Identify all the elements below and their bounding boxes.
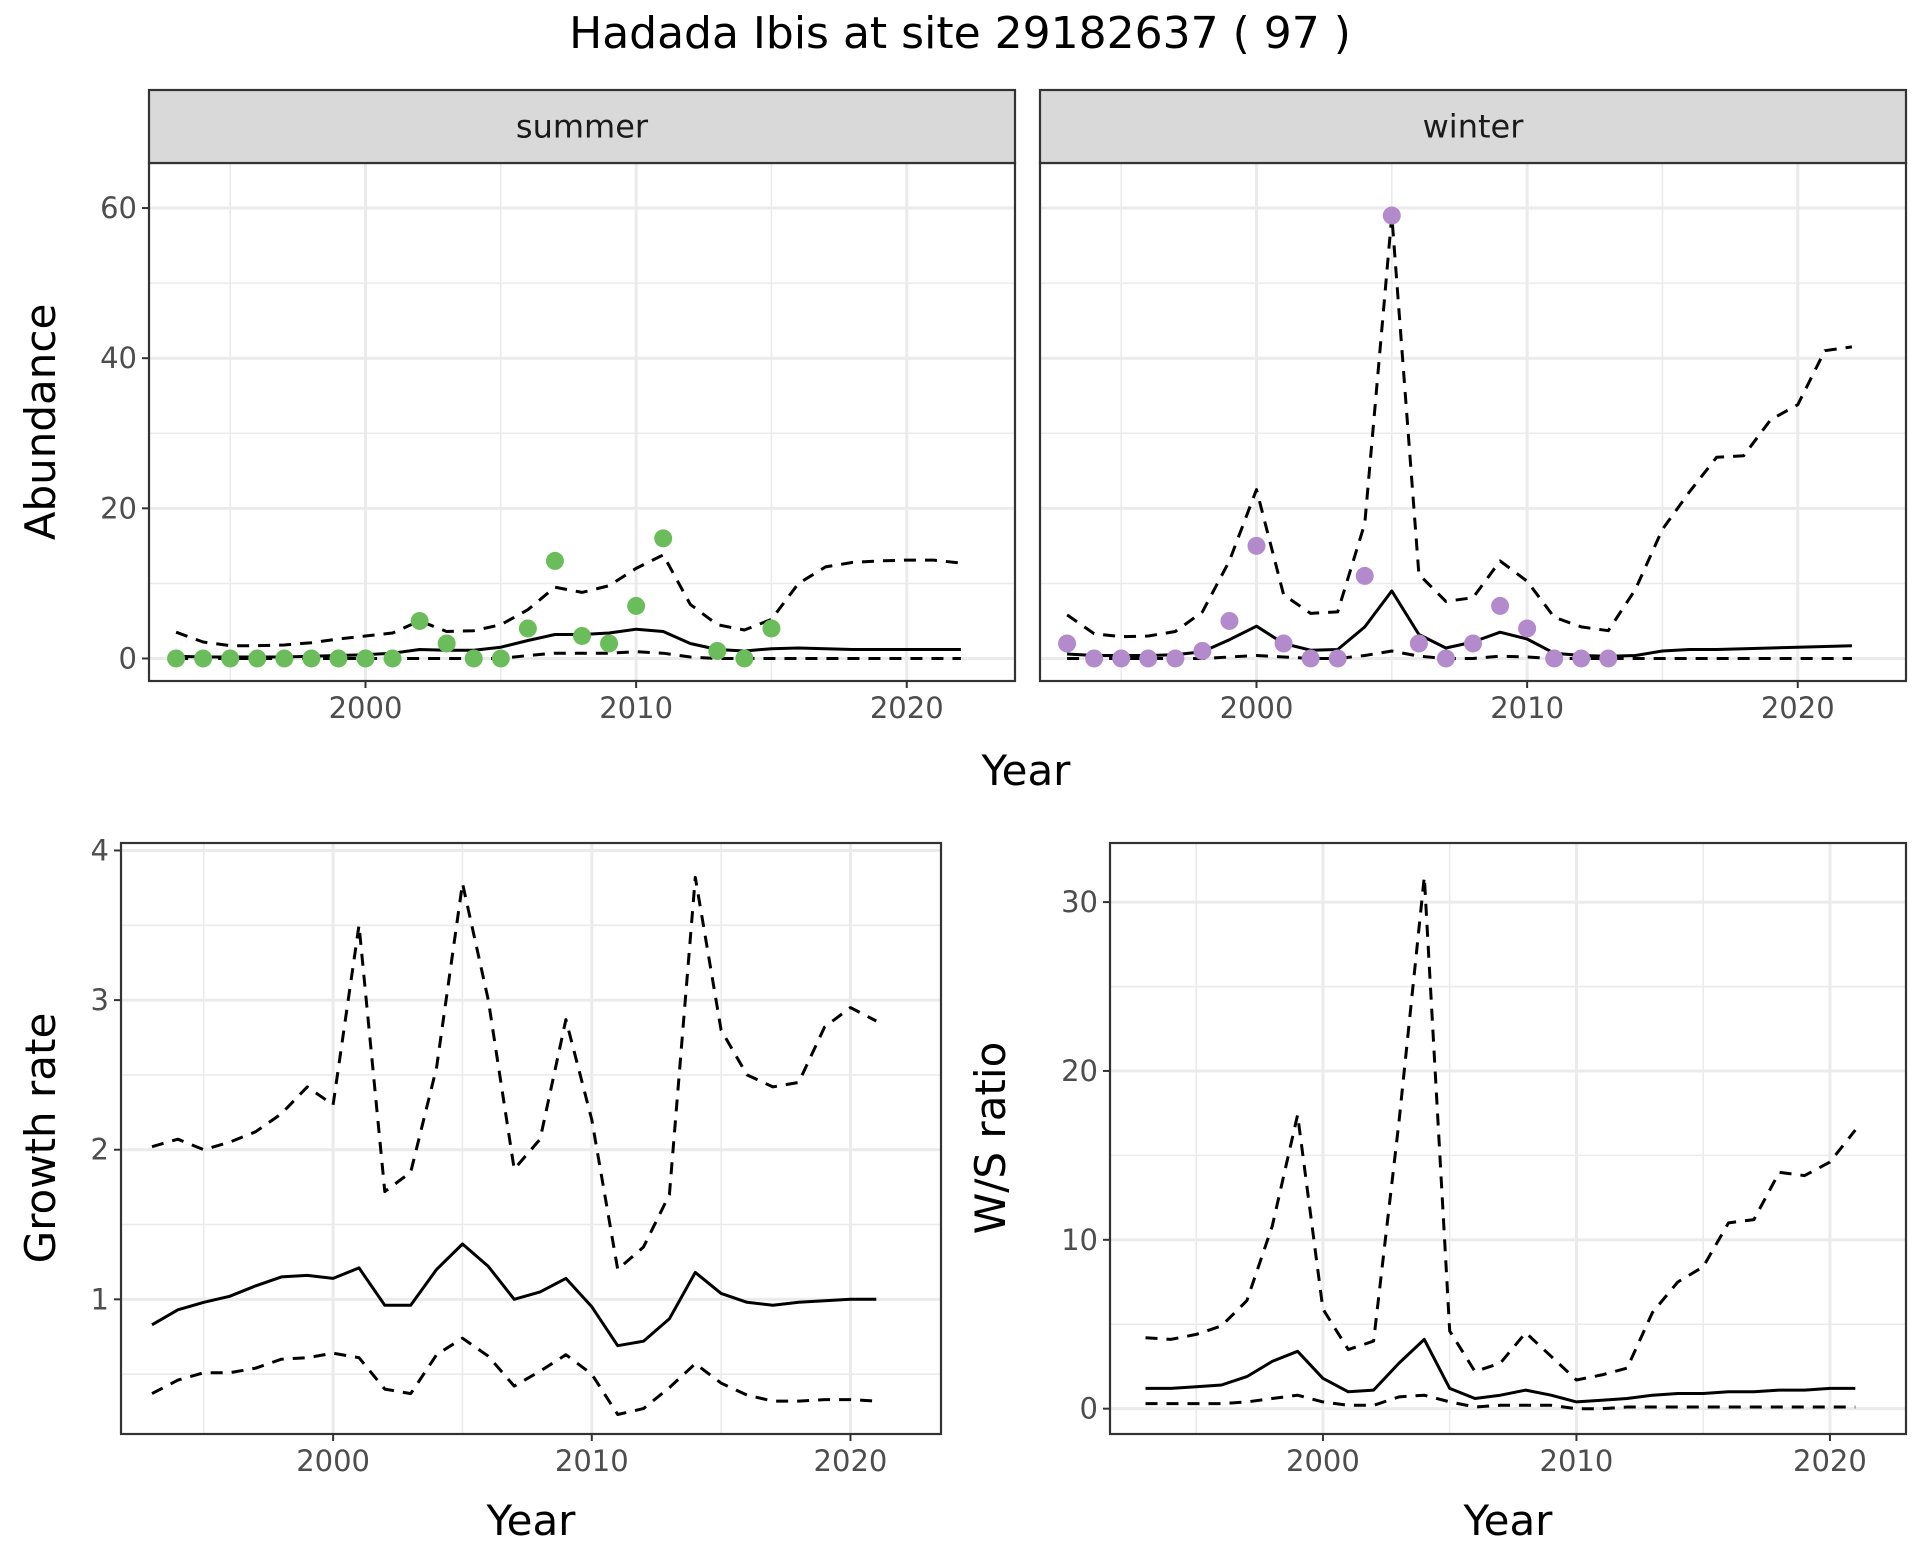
facet-strip — [147, 88, 1017, 165]
facet-winter-data-point — [1247, 536, 1266, 555]
abundance-x-axis-title: Year — [981, 746, 1072, 795]
growth-y-axis-title: Growth rate — [16, 1013, 65, 1264]
ratio-panel: 2000 2010 2020 0 10 20 30 Year W/S ratio — [966, 841, 1908, 1545]
ratio-lower-line — [1145, 1393, 1856, 1411]
facet-winter-data-point — [1382, 206, 1401, 225]
facet-winter-data-point — [1193, 641, 1212, 660]
ratio-x-tick-label: 2010 — [1540, 1444, 1614, 1478]
facet-summer-data-point — [600, 634, 619, 653]
growth-x-tick-label: 2010 — [555, 1444, 629, 1478]
ratio-y-tick-label: 10 — [1061, 1223, 1098, 1257]
facet-winter-data-point — [1599, 649, 1618, 668]
growth-y-tick-label: 3 — [91, 983, 109, 1017]
growth-x-axis-title: Year — [486, 1496, 577, 1545]
facet-winter-x-tick-label: 2020 — [1761, 691, 1835, 725]
facet-summer-data-point — [708, 641, 727, 660]
abundance-y-axis-title: Abundance — [16, 304, 65, 541]
ratio-mean-line — [1145, 1337, 1856, 1404]
growth-panel-border — [119, 841, 943, 1436]
facet-winter-data-point — [1464, 634, 1482, 653]
facet-summer-data-point — [518, 619, 537, 638]
ratio-x-tick-label: 2000 — [1286, 1444, 1360, 1478]
facet-winter-upper-line — [1066, 214, 1853, 639]
facet-winter-data-point — [1572, 649, 1591, 668]
growth-panel: 2000 2010 2020 1 2 3 4 Year Growth rate — [16, 833, 943, 1545]
facet-winter-data-point — [1545, 649, 1564, 668]
facet-summer-data-point — [762, 619, 781, 638]
facet-winter: winter 2000 2010 2020 — [1038, 88, 1908, 725]
facet-summer-upper-line — [175, 553, 962, 648]
facet-summer-data-point — [545, 551, 564, 570]
facet-winter-data-point — [1058, 634, 1077, 653]
growth-mean-line — [151, 1242, 877, 1348]
ratio-y-tick-label: 20 — [1061, 1054, 1098, 1088]
facet-summer-x-tick-label: 2000 — [329, 691, 403, 725]
growth-y-tick-label: 1 — [91, 1282, 109, 1316]
facet-winter-x-tick-label: 2010 — [1490, 691, 1564, 725]
facet-summer-data-point — [735, 649, 754, 668]
facet-summer: summer 2000 2010 2020 0 20 40 60 — [100, 88, 1017, 725]
facet-summer-data-point — [410, 611, 429, 630]
ratio-x-tick-label: 2020 — [1793, 1444, 1867, 1478]
growth-plot-background — [121, 843, 941, 1434]
ratio-panel-border — [1108, 841, 1908, 1436]
abundance-y-tick-label: 40 — [100, 341, 137, 375]
facet-winter-data-point — [1166, 649, 1185, 668]
facet-summer-data-point — [194, 649, 213, 668]
facet-plot-background — [149, 163, 1015, 681]
ratio-x-axis-title: Year — [1463, 1496, 1554, 1545]
abundance-y-tick-label: 20 — [100, 491, 137, 525]
growth-upper-line — [151, 875, 877, 1271]
growth-y-tick-label: 2 — [91, 1133, 109, 1167]
ratio-y-axis-title: W/S ratio — [966, 1042, 1015, 1235]
ratio-y-tick-label: 0 — [1080, 1392, 1098, 1426]
facet-winter-data-point — [1112, 649, 1131, 668]
growth-x-tick-label: 2020 — [814, 1444, 888, 1478]
facet-summer-data-point — [275, 649, 294, 668]
facet-summer-data-point — [437, 634, 456, 653]
facet-summer-x-tick-label: 2020 — [870, 691, 944, 725]
facet-winter-data-point — [1274, 634, 1293, 653]
facet-strip-label: winter — [1423, 108, 1525, 146]
facet-strip-label: summer — [516, 108, 649, 146]
abundance-y-tick-label: 0 — [119, 641, 137, 675]
facet-summer-data-point — [356, 649, 375, 668]
facet-winter-data-point — [1436, 649, 1455, 668]
facet-winter-data-point — [1491, 596, 1510, 615]
growth-lower-line — [151, 1336, 877, 1416]
growth-y-tick-label: 4 — [91, 833, 109, 867]
facet-summer-data-point — [248, 649, 267, 668]
facet-summer-data-point — [383, 649, 402, 668]
facet-winter-data-point — [1409, 634, 1428, 653]
facet-summer-data-point — [302, 649, 321, 668]
facet-plot-background — [1040, 163, 1906, 681]
facet-summer-data-point — [654, 529, 673, 548]
ratio-y-tick-label: 30 — [1061, 885, 1098, 919]
facet-winter-x-tick-label: 2000 — [1220, 691, 1294, 725]
facet-summer-data-point — [167, 649, 186, 668]
facet-summer-data-point — [221, 649, 240, 668]
facet-winter-data-point — [1139, 649, 1158, 668]
facet-winter-data-point — [1301, 649, 1320, 668]
facet-winter-data-point — [1220, 611, 1239, 630]
facet-winter-data-point — [1085, 649, 1104, 668]
figure-title: Hadada Ibis at site 29182637 ( 97 ) — [569, 8, 1351, 59]
facet-summer-data-point — [464, 649, 483, 668]
ratio-plot-background — [1110, 843, 1906, 1434]
facet-summer-data-point — [627, 596, 646, 615]
growth-x-tick-label: 2000 — [296, 1444, 370, 1478]
facet-summer-x-tick-label: 2010 — [599, 691, 673, 725]
facet-winter-data-point — [1355, 566, 1374, 585]
facet-summer-data-point — [329, 649, 348, 668]
facet-winter-data-point — [1518, 619, 1537, 638]
abundance-y-tick-label: 60 — [100, 191, 137, 225]
abundance-panel: summer 2000 2010 2020 0 20 40 60 winter 2000 2010 2… — [16, 88, 1908, 795]
facet-strip — [1038, 88, 1908, 165]
facet-summer-data-point — [573, 626, 591, 645]
facet-winter-data-point — [1328, 649, 1347, 668]
facet-summer-data-point — [491, 649, 510, 668]
